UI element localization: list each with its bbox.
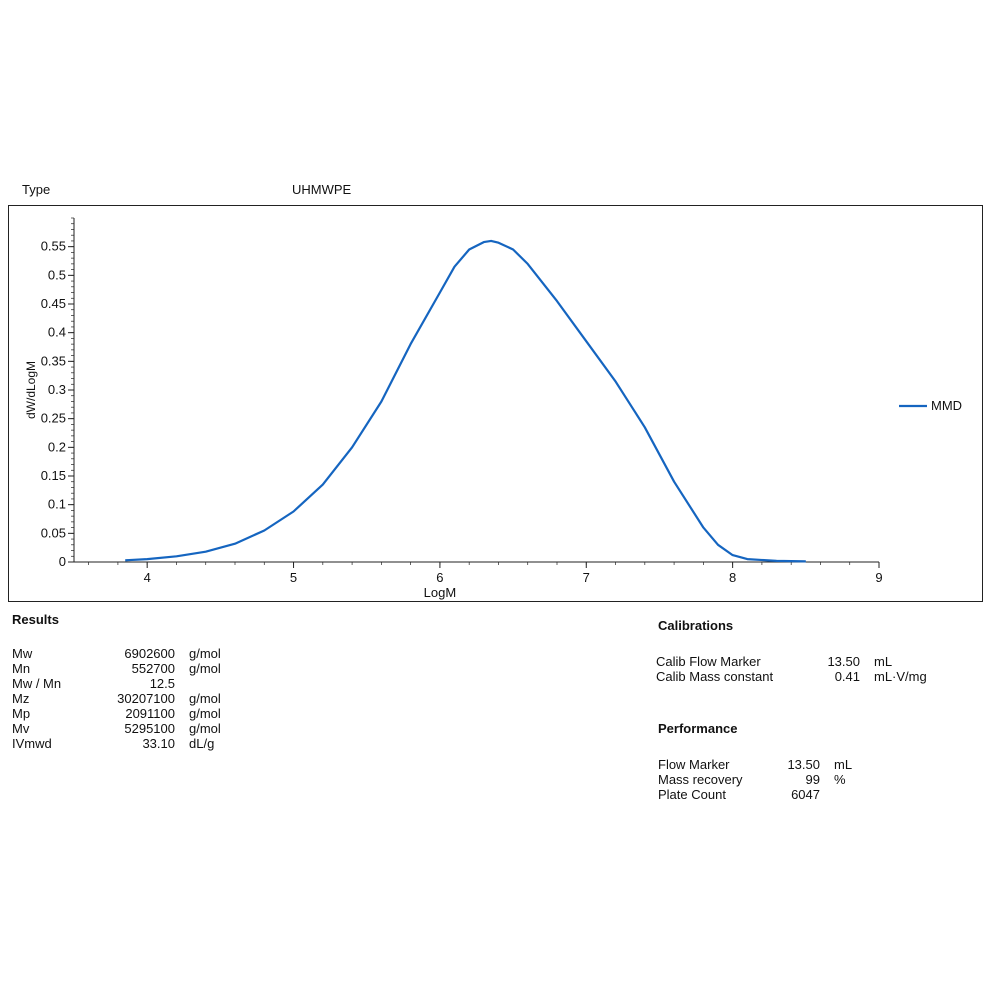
performance-title: Performance [658, 721, 738, 736]
mmd-chart: 0 0.05 0.1 0.15 0.2 0.25 0.3 0.35 0.4 0.45 0.5 0.55… [24, 217, 962, 600]
x-tick-label: 8 [729, 570, 736, 585]
y-tick-label: 0.55 [41, 239, 66, 254]
results-row-value: 5295100 [124, 721, 175, 736]
results-row-unit: g/mol [189, 646, 221, 661]
performance-row-name: Plate Count [658, 787, 726, 802]
y-tick-label: 0.1 [48, 497, 66, 512]
calibration-row-value: 0.41 [834, 669, 860, 684]
performance-row-unit: % [834, 772, 846, 787]
performance-row-name: Flow Marker [658, 757, 730, 772]
performance-table: Flow Marker 13.50 mL Mass recovery 99% Plate … [658, 757, 852, 802]
results-row-value: 12.5 [149, 676, 175, 691]
performance-row-value: 13.50 [787, 757, 820, 772]
chart-panel: 0 0.05 0.1 0.15 0.2 0.25 0.3 0.35 0.4 0.45 0.5 0.55… [8, 205, 983, 602]
performance-row: Mass recovery 99% [658, 772, 852, 787]
results-title: Results [12, 612, 59, 627]
y-tick-label: 0.15 [41, 468, 66, 483]
calibration-row-value: 13.50 [827, 654, 860, 669]
calibrations-table: Calib Flow Marker 13.50 mL Calib Mass const… [656, 654, 927, 684]
results-row: Mz 30207100 g/mol [12, 691, 221, 706]
results-row-name: Mp [12, 706, 31, 721]
results-row: IVmwd 33.10 dL/g [12, 736, 221, 751]
y-tick-label: 0.45 [41, 296, 66, 311]
results-row-unit [189, 676, 221, 691]
y-tick-label: 0.4 [48, 325, 66, 340]
results-row-value: 6902600 [124, 646, 175, 661]
results-row: Mw / Mn 12.5 [12, 676, 221, 691]
y-tick-label: 0.35 [41, 353, 66, 368]
x-tick-label: 5 [290, 570, 297, 585]
x-tick-label: 9 [875, 570, 882, 585]
results-row-unit: dL/g [189, 736, 215, 751]
results-row-value: 33.10 [142, 736, 175, 751]
y-tick-label: 0.3 [48, 382, 66, 397]
results-row-value: 2091100 [125, 706, 175, 721]
y-tick-label: 0.25 [41, 411, 66, 426]
calibration-row-unit: mL·V/mg [874, 669, 927, 684]
performance-row: Flow Marker 13.50 mL [658, 757, 852, 772]
y-tick-label: 0.5 [48, 267, 66, 282]
x-axis-label: LogM [424, 585, 457, 600]
performance-row-unit: mL [834, 757, 853, 772]
calibration-row-name: Calib Mass constant [656, 669, 774, 684]
calibration-row: Calib Flow Marker 13.50 mL [656, 654, 927, 669]
results-row-value: 552700 [131, 661, 175, 676]
type-label: Type [22, 182, 51, 197]
results-table: Mw 6902600 g/mol Mn 552700 g/mol Mw / Mn 12.5 Mz… [12, 646, 221, 751]
results-row-name: Mw / Mn [12, 676, 62, 691]
y-tick-label: 0.2 [48, 439, 66, 454]
type-value: UHMWPE [292, 182, 352, 197]
performance-row-unit [834, 787, 852, 802]
performance-row-name: Mass recovery [658, 772, 743, 787]
calibrations-title: Calibrations [658, 618, 734, 633]
y-tick-label: 0 [59, 554, 66, 569]
legend-label: MMD [931, 398, 962, 413]
results-row: Mw 6902600 g/mol [12, 646, 221, 661]
results-row-name: Mz [12, 691, 30, 706]
calibration-row-name: Calib Flow Marker [656, 654, 761, 669]
results-row-name: Mn [12, 661, 31, 676]
performance-row-value: 99 [805, 772, 820, 787]
results-row-unit: g/mol [189, 691, 221, 706]
results-row-unit: g/mol [189, 721, 221, 736]
results-row-value: 30207100 [117, 691, 175, 706]
x-tick-label: 4 [144, 570, 151, 585]
results-row-name: Mv [12, 721, 30, 736]
y-axis-label: dW/dLogM [24, 361, 38, 419]
y-tick-label: 0.05 [41, 525, 66, 540]
results-row-unit: g/mol [189, 661, 221, 676]
calibration-row-unit: mL [874, 654, 893, 669]
results-row-name: Mw [12, 646, 33, 661]
results-row: Mv 5295100 g/mol [12, 721, 221, 736]
performance-row-value: 6047 [791, 787, 820, 802]
results-row: Mp 2091100 g/mol [12, 706, 221, 721]
performance-row: Plate Count 6047 [658, 787, 852, 802]
x-tick-label: 6 [436, 570, 443, 585]
results-row-unit: g/mol [189, 706, 221, 721]
calibration-row: Calib Mass constant 0.41 mL·V/mg [656, 669, 927, 684]
results-row-name: IVmwd [12, 736, 52, 751]
results-row: Mn 552700 g/mol [12, 661, 221, 676]
series-line-mmd [125, 239, 806, 563]
x-tick-label: 7 [583, 570, 590, 585]
